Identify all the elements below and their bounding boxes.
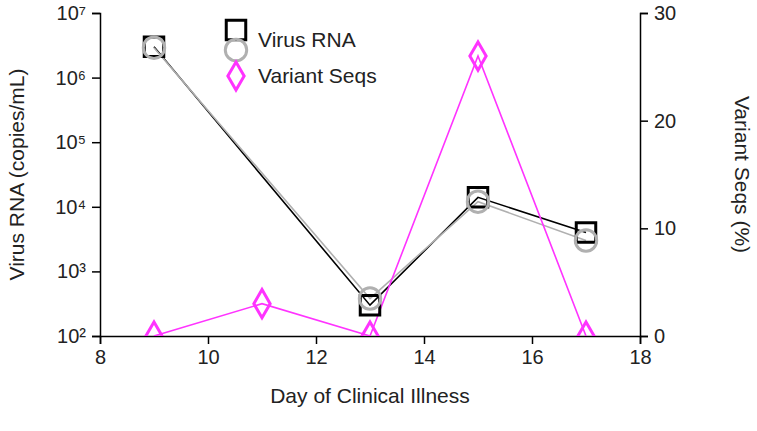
y2-axis: 0 10 20 30 bbox=[640, 2, 676, 347]
tick-label: 10⁶ bbox=[56, 67, 86, 89]
tick-label: 10⁵ bbox=[55, 131, 86, 153]
legend-marker bbox=[226, 20, 245, 39]
tick-mark bbox=[640, 228, 648, 230]
legend-marker bbox=[225, 39, 246, 60]
legend-label: Variant Seqs bbox=[258, 64, 377, 87]
plot-area bbox=[143, 37, 596, 336]
tick-label: 10⁴ bbox=[55, 196, 86, 218]
x-axis-title: Day of Clinical Illness bbox=[270, 384, 470, 407]
series-line bbox=[154, 48, 586, 299]
data-point bbox=[467, 191, 488, 212]
tick-mark bbox=[92, 77, 100, 79]
tick-label: 18 bbox=[629, 346, 651, 368]
legend-label: Virus RNA bbox=[258, 28, 356, 51]
tick-label: 20 bbox=[654, 110, 676, 132]
tick: 10² bbox=[57, 325, 100, 347]
y-axis-title: Virus RNA (copies/mL) bbox=[5, 68, 28, 280]
tick-label: 10⁷ bbox=[57, 2, 86, 24]
tick-mark bbox=[640, 336, 648, 338]
tick-label: 8 bbox=[95, 346, 106, 368]
tick: 0 bbox=[640, 325, 665, 347]
tick-mark bbox=[640, 13, 648, 15]
data-point bbox=[362, 322, 378, 336]
y2-axis-title: Variant Seqs (%) bbox=[731, 96, 754, 253]
chart: 8 10 12 14 16 18 10² 10³ 10⁴ 10⁵ 10⁶ 10⁷ 0 10 20 30 Day … bbox=[0, 0, 757, 431]
tick: 10⁷ bbox=[57, 2, 100, 24]
tick-mark bbox=[424, 336, 426, 344]
tick: 14 bbox=[413, 336, 435, 368]
tick-mark bbox=[92, 207, 100, 209]
tick-label: 30 bbox=[654, 2, 676, 24]
tick-mark bbox=[92, 336, 100, 338]
data-point bbox=[143, 37, 164, 58]
tick-label: 16 bbox=[521, 346, 543, 368]
data-point bbox=[470, 42, 486, 70]
tick-mark bbox=[532, 336, 534, 344]
data-point bbox=[578, 322, 594, 336]
legend: Virus RNA Variant Seqs bbox=[225, 20, 376, 90]
tick: 10 bbox=[197, 336, 219, 368]
series-line bbox=[154, 56, 586, 336]
tick: 10 bbox=[640, 217, 676, 239]
axis-line bbox=[101, 337, 641, 345]
tick-label: 12 bbox=[305, 346, 327, 368]
tick-mark bbox=[92, 271, 100, 273]
tick: 10⁵ bbox=[55, 131, 100, 153]
tick-label: 0 bbox=[654, 325, 665, 347]
legend-marker bbox=[228, 62, 244, 90]
axis-line bbox=[641, 14, 649, 337]
tick-mark bbox=[92, 13, 100, 15]
tick: 8 bbox=[95, 336, 106, 368]
tick-mark bbox=[316, 336, 318, 344]
series-line bbox=[154, 47, 586, 305]
tick-mark bbox=[640, 120, 648, 122]
data-point bbox=[359, 288, 380, 309]
tick-label: 10 bbox=[654, 217, 676, 239]
tick-label: 10² bbox=[57, 325, 86, 347]
axis-line bbox=[92, 14, 101, 337]
tick-label: 10³ bbox=[57, 260, 86, 282]
tick: 20 bbox=[640, 110, 676, 132]
tick: 10⁶ bbox=[56, 67, 100, 89]
tick: 12 bbox=[305, 336, 327, 368]
tick-mark bbox=[208, 336, 210, 344]
tick: 30 bbox=[640, 2, 676, 24]
y-axis: 10² 10³ 10⁴ 10⁵ 10⁶ 10⁷ bbox=[55, 2, 100, 347]
tick: 10³ bbox=[57, 260, 100, 282]
data-point bbox=[254, 290, 270, 318]
data-point bbox=[575, 230, 596, 251]
data-point bbox=[146, 322, 162, 336]
tick-mark bbox=[92, 142, 100, 144]
tick-label: 14 bbox=[413, 346, 435, 368]
tick-label: 10 bbox=[197, 346, 219, 368]
tick: 10⁴ bbox=[55, 196, 100, 218]
x-axis: 8 10 12 14 16 18 bbox=[95, 336, 652, 368]
tick: 16 bbox=[521, 336, 543, 368]
tick: 18 bbox=[629, 336, 651, 368]
